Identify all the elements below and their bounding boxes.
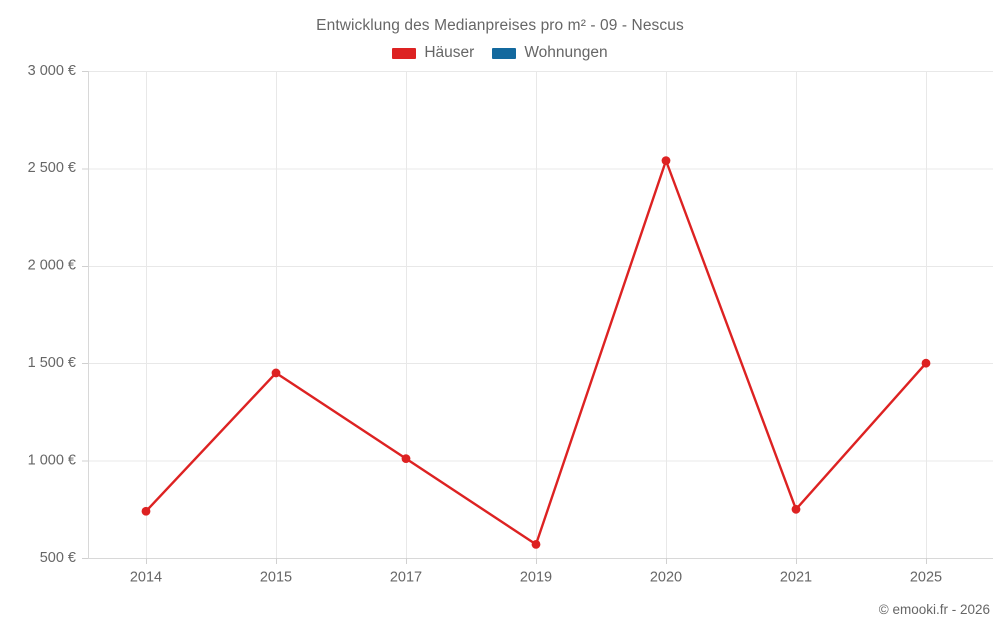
data-point[interactable] (271, 368, 281, 378)
y-tick-label: 3 000 € (28, 63, 76, 79)
data-point[interactable] (531, 539, 541, 549)
x-tick-label: 2025 (910, 570, 942, 586)
legend-label-wohnungen: Wohnungen (524, 44, 608, 61)
grid-layer (88, 71, 993, 559)
x-tick-label: 2014 (130, 570, 162, 586)
y-tick-label: 1 000 € (28, 452, 76, 468)
data-point[interactable] (141, 506, 151, 516)
axis-layer (82, 71, 993, 564)
data-point[interactable] (401, 454, 411, 464)
x-axis-tick-labels: 2014 2015 2017 2019 2020 2021 2025 (130, 570, 942, 586)
chart-legend: Häuser Wohnungen (0, 44, 1000, 62)
legend-swatch-wohnungen (492, 47, 517, 59)
legend-item-hauser[interactable]: Häuser (392, 44, 474, 62)
series-layer (141, 156, 931, 549)
data-point[interactable] (661, 156, 671, 166)
x-tick-label: 2021 (780, 570, 812, 586)
x-tick-label: 2017 (390, 570, 422, 586)
x-tick-label: 2019 (520, 570, 552, 586)
legend-swatch-hauser (392, 47, 417, 59)
x-tick-label: 2015 (260, 570, 292, 586)
y-tick-label: 1 500 € (28, 355, 76, 371)
y-axis-tick-labels: 500 € 1 000 € 1 500 € 2 000 € 2 500 € 3 000 € (28, 63, 76, 566)
y-tick-label: 2 500 € (28, 160, 76, 176)
legend-item-wohnungen[interactable]: Wohnungen (492, 44, 608, 62)
data-point[interactable] (921, 358, 931, 368)
y-tick-label: 2 000 € (28, 258, 76, 274)
legend-label-hauser: Häuser (424, 44, 475, 61)
footer-credit: © emooki.fr - 2026 (878, 602, 990, 617)
y-tick-label: 500 € (40, 550, 76, 566)
data-point[interactable] (791, 504, 801, 514)
chart-title: Entwicklung des Medianpreises pro m² - 0… (316, 17, 684, 34)
x-tick-label: 2020 (650, 570, 682, 586)
series-hauser (141, 156, 931, 549)
